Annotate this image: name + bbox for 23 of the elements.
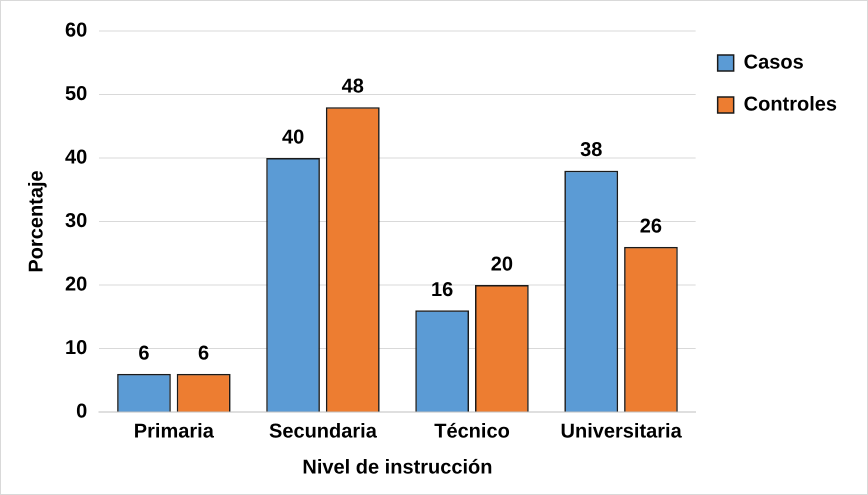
x-axis-title: Nivel de instrucción: [302, 456, 492, 479]
x-tick-label: Universitaria: [560, 420, 683, 443]
data-label: 16: [431, 278, 454, 301]
data-label: 40: [282, 126, 304, 149]
y-axis-title: Porcentaje: [26, 170, 48, 273]
y-tick-label: 40: [64, 146, 88, 169]
y-tick-label: 0: [76, 400, 88, 423]
data-label: 20: [490, 254, 513, 276]
data-label: 26: [640, 215, 662, 238]
y-tick-label: 20: [64, 274, 88, 296]
data-label: 6: [138, 342, 150, 364]
x-tick-label: Primaria: [134, 420, 215, 443]
data-label: 38: [580, 139, 602, 162]
data-label: 48: [342, 76, 364, 98]
y-tick-label: 60: [64, 20, 88, 42]
legend-label: Controles: [744, 94, 838, 116]
data-label: 6: [198, 342, 210, 364]
x-tick-label: Secundaria: [268, 420, 378, 443]
y-tick-label: 30: [64, 210, 88, 232]
legend-label: Casos: [744, 52, 804, 74]
x-tick-label: Técnico: [434, 420, 510, 443]
y-tick-label: 50: [64, 83, 88, 106]
y-tick-label: 10: [64, 337, 88, 360]
